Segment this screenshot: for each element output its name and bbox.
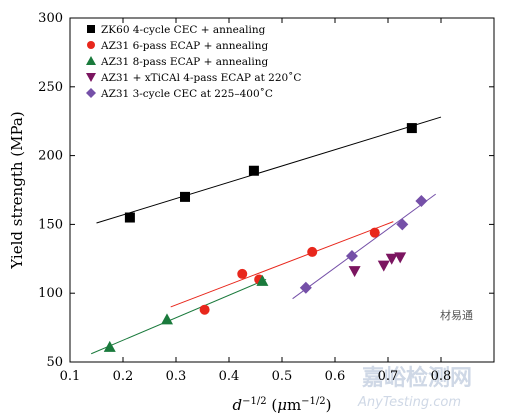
data-point-series-3: [385, 253, 398, 265]
data-point-series-1: [369, 227, 380, 238]
watermark-badge: 材易通: [440, 308, 473, 322]
data-point-series-3: [377, 260, 390, 272]
data-point-series-2: [103, 340, 116, 352]
legend-marker-1: [87, 41, 95, 49]
legend-marker-4: [86, 88, 96, 98]
fit-line-series-2: [91, 278, 267, 355]
data-point-series-0: [406, 123, 417, 134]
data-point-series-4: [415, 195, 428, 208]
legend-marker-3: [86, 73, 96, 82]
x-tick-label: 0.1: [60, 369, 81, 384]
data-point-series-3: [394, 252, 407, 264]
data-point-series-4: [299, 281, 312, 294]
data-point-series-4: [396, 218, 409, 231]
legend: ZK60 4-cycle CEC + annealing AZ31 6-pass …: [86, 24, 301, 100]
watermark-brand-cn: 嘉峪检测网: [362, 365, 472, 391]
fit-line-series-4: [292, 193, 436, 300]
x-tick-label: 0.7: [378, 369, 399, 384]
y-tick-label: 150: [38, 217, 63, 232]
watermark-brand-en: AnyTesting.com: [357, 395, 461, 410]
x-tick-label: 0.5: [272, 369, 293, 384]
legend-label-4: AZ31 3-cycle CEC at 225–400˚C: [100, 87, 273, 100]
data-point-series-0: [248, 165, 259, 176]
data-point-series-1: [307, 246, 318, 257]
x-axis-label: d−1/2 (μm−1/2): [232, 396, 331, 414]
x-tick-label: 0.3: [166, 369, 187, 384]
plot-frame: [69, 17, 495, 363]
y-tick-label: 50: [46, 355, 63, 370]
x-tick-label: 0.2: [113, 369, 134, 384]
x-tick-label: 0.4: [219, 369, 240, 384]
x-tick-label: 0.8: [431, 369, 452, 384]
y-tick-label: 300: [38, 11, 63, 26]
data-point-series-1: [199, 304, 210, 315]
legend-marker-2: [86, 56, 96, 65]
y-tick-label: 100: [38, 286, 63, 301]
legend-label-2: AZ31 8-pass ECAP + annealing: [100, 56, 268, 68]
x-tick-label: 0.6: [325, 369, 346, 384]
legend-label-0: ZK60 4-cycle CEC + annealing: [101, 24, 266, 36]
y-axis-label: Yield strength (MPa): [8, 111, 26, 269]
data-point-series-2: [160, 313, 173, 325]
y-tick-label: 200: [38, 149, 63, 164]
legend-label-1: AZ31 6-pass ECAP + annealing: [100, 40, 268, 52]
data-point-series-3: [348, 266, 361, 278]
data-point-series-0: [124, 212, 135, 223]
data-point-series-1: [237, 268, 248, 279]
watermark: 嘉峪检测网 AnyTesting.com 材易通: [357, 308, 473, 410]
fit-line-series-1: [170, 221, 394, 308]
data-point-series-2: [256, 274, 269, 286]
fit-line-series-0: [96, 116, 442, 224]
data-point-series-0: [180, 191, 191, 202]
legend-marker-0: [87, 25, 95, 33]
data-point-series-4: [345, 250, 358, 263]
y-tick-label: 250: [38, 80, 63, 95]
legend-label-3: AZ31 + xTiCAl 4-pass ECAP at 220˚C: [100, 71, 301, 84]
